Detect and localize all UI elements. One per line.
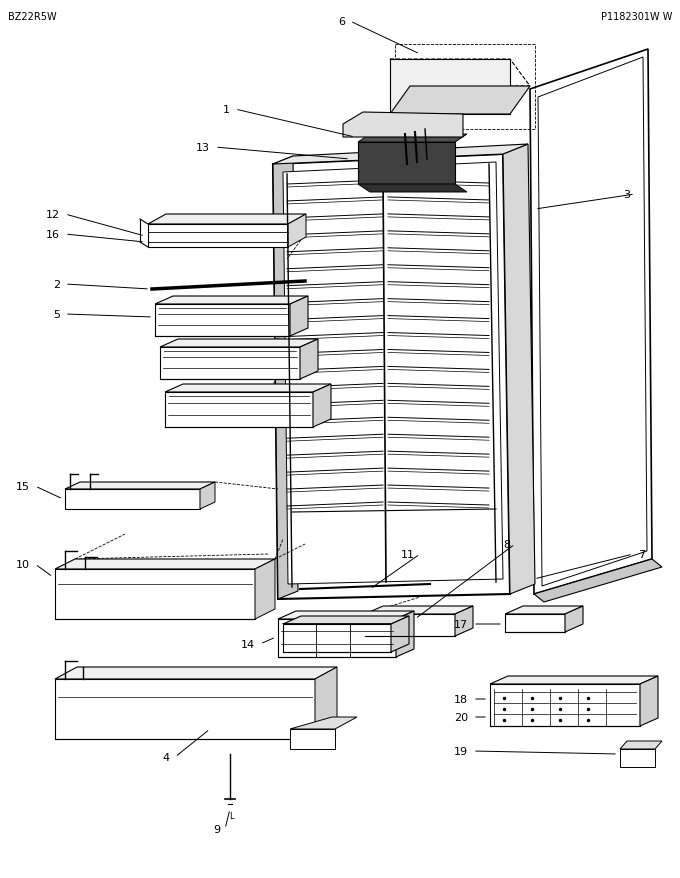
Polygon shape	[155, 297, 308, 305]
Polygon shape	[358, 135, 467, 143]
Text: 8: 8	[503, 539, 510, 550]
Text: 4: 4	[163, 752, 170, 762]
Polygon shape	[534, 559, 662, 602]
Polygon shape	[290, 729, 335, 749]
Polygon shape	[273, 157, 298, 600]
Polygon shape	[300, 340, 318, 379]
Polygon shape	[283, 616, 409, 624]
Polygon shape	[278, 619, 396, 658]
Text: 17: 17	[454, 619, 468, 630]
Polygon shape	[538, 58, 647, 587]
Text: 12: 12	[46, 210, 60, 220]
Polygon shape	[255, 559, 275, 619]
Text: 14: 14	[241, 639, 255, 649]
Polygon shape	[55, 559, 275, 569]
Polygon shape	[65, 482, 215, 489]
Text: 6: 6	[338, 17, 345, 27]
Polygon shape	[65, 489, 200, 509]
Polygon shape	[55, 667, 337, 680]
Text: P1182301W W: P1182301W W	[600, 12, 672, 22]
Polygon shape	[358, 143, 455, 184]
Text: 1: 1	[223, 104, 230, 115]
Polygon shape	[288, 215, 306, 248]
Polygon shape	[565, 607, 583, 632]
Polygon shape	[155, 305, 290, 336]
Polygon shape	[396, 611, 414, 658]
Polygon shape	[315, 667, 337, 739]
Polygon shape	[290, 297, 308, 336]
Text: 5: 5	[53, 310, 60, 320]
Polygon shape	[391, 616, 409, 652]
Polygon shape	[165, 385, 331, 392]
Polygon shape	[200, 482, 215, 509]
Polygon shape	[55, 680, 315, 739]
Text: 19: 19	[454, 746, 468, 756]
Polygon shape	[55, 569, 255, 619]
Polygon shape	[530, 50, 652, 594]
Text: 11: 11	[401, 550, 415, 559]
Text: 10: 10	[16, 559, 30, 569]
Polygon shape	[313, 385, 331, 428]
Polygon shape	[620, 749, 655, 767]
Polygon shape	[160, 348, 300, 379]
Polygon shape	[390, 87, 530, 115]
Text: 15: 15	[16, 481, 30, 492]
Text: 16: 16	[46, 230, 60, 240]
Text: 13: 13	[196, 143, 210, 153]
Polygon shape	[283, 162, 503, 585]
Text: 3: 3	[623, 190, 630, 200]
Polygon shape	[148, 215, 306, 225]
Polygon shape	[505, 607, 583, 615]
Text: 2: 2	[53, 280, 60, 290]
Polygon shape	[365, 607, 473, 615]
Text: 18: 18	[454, 694, 468, 704]
Polygon shape	[343, 113, 463, 138]
Polygon shape	[358, 184, 467, 193]
Polygon shape	[640, 676, 658, 726]
Polygon shape	[283, 624, 391, 652]
Polygon shape	[273, 155, 510, 600]
Polygon shape	[278, 611, 414, 619]
Text: 20: 20	[454, 712, 468, 723]
Polygon shape	[365, 615, 455, 637]
Polygon shape	[505, 615, 565, 632]
Polygon shape	[290, 717, 357, 729]
Polygon shape	[620, 741, 662, 749]
Text: 9: 9	[213, 824, 220, 834]
Text: 7: 7	[638, 550, 645, 559]
Polygon shape	[503, 145, 535, 594]
Polygon shape	[490, 684, 640, 726]
Polygon shape	[148, 225, 288, 248]
Polygon shape	[490, 676, 658, 684]
Polygon shape	[165, 392, 313, 428]
Polygon shape	[273, 145, 528, 165]
Polygon shape	[455, 607, 473, 637]
Text: BZ22R5W: BZ22R5W	[8, 12, 56, 22]
Text: L: L	[228, 811, 233, 820]
Polygon shape	[160, 340, 318, 348]
Polygon shape	[390, 60, 510, 115]
Polygon shape	[390, 60, 530, 87]
